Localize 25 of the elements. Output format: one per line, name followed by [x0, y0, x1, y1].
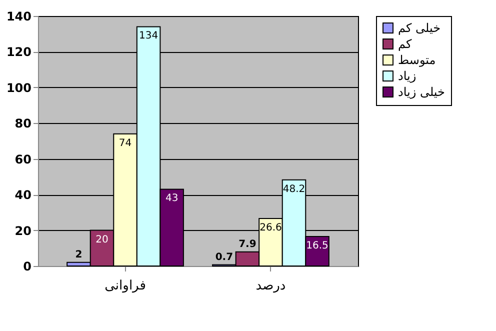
y-tick-label: 40: [14, 188, 32, 202]
legend-label: خیلی کم: [398, 21, 441, 35]
y-tick-label: 140: [6, 10, 32, 24]
y-tick-label: 0: [23, 260, 32, 274]
x-tick-label: فراوانی: [104, 278, 146, 294]
data-label: 20: [96, 234, 108, 246]
data-label: 2: [75, 249, 82, 260]
legend-label: خیلی زیاد: [398, 85, 445, 99]
legend-label: زیاد: [398, 69, 416, 83]
data-label: 43: [165, 193, 178, 204]
data-label: 48.2: [282, 184, 306, 195]
y-tick-label: 60: [14, 152, 32, 166]
data-label: 7.9: [238, 238, 256, 250]
x-tick-label: درصد: [256, 278, 286, 294]
y-tick-label: 20: [14, 224, 32, 238]
data-label: 74: [118, 138, 132, 149]
y-tick-label: 120: [6, 45, 32, 60]
y-tick-label: 100: [6, 80, 32, 95]
data-label: 26.6: [260, 222, 282, 234]
data-label: 16.5: [306, 240, 328, 252]
data-label: 0.7: [215, 252, 234, 263]
y-tick-label: 80: [14, 116, 32, 131]
data-label: 134: [139, 30, 158, 42]
legend-label: متوسط: [398, 53, 436, 67]
legend-label: کم: [398, 37, 412, 51]
